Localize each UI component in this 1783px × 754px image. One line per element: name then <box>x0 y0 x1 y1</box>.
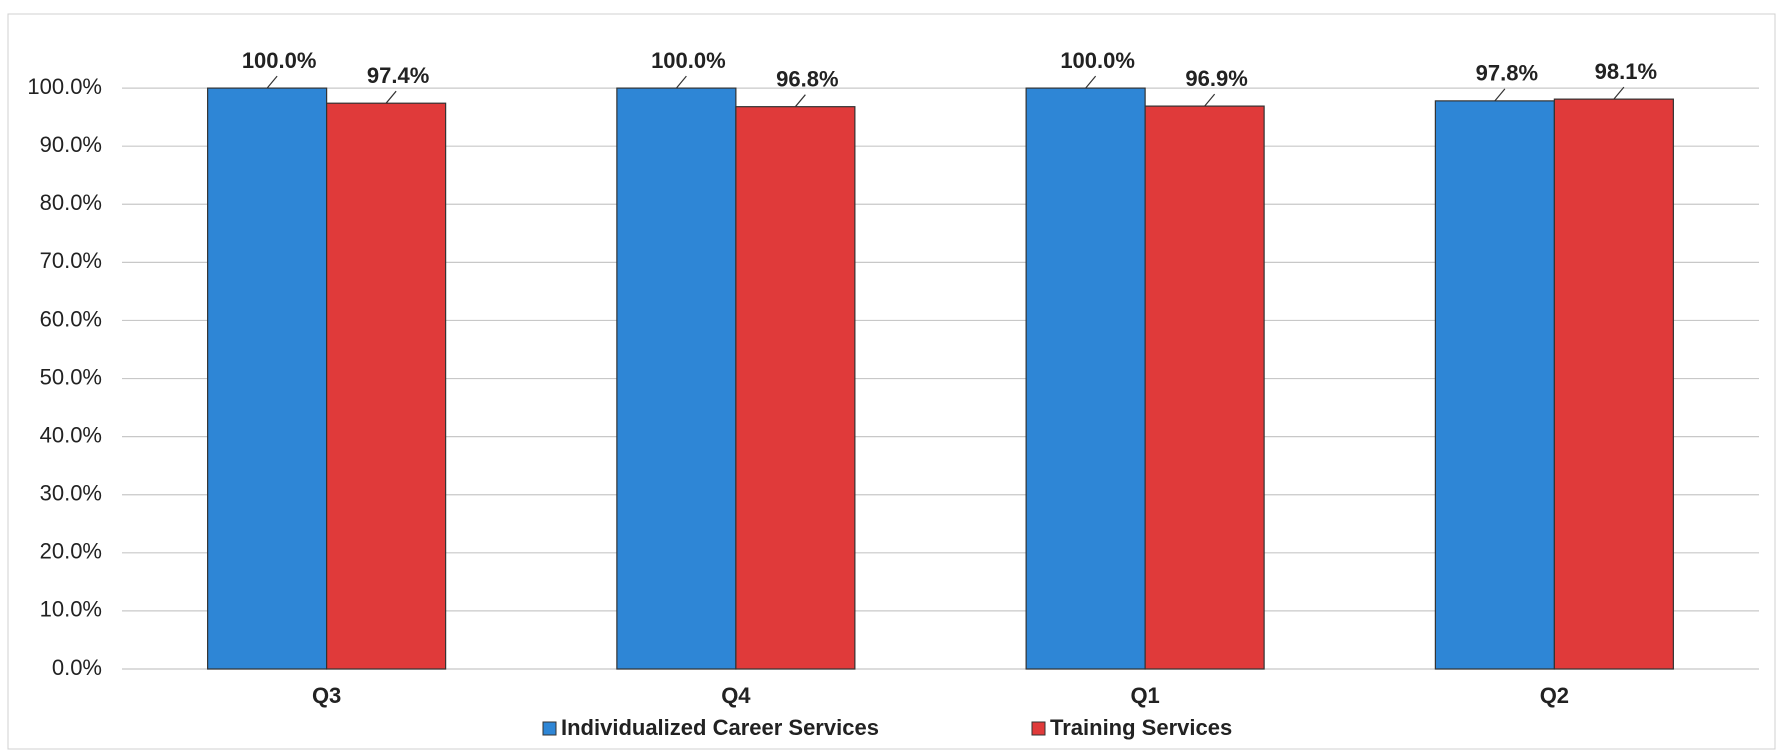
y-tick-label: 80.0% <box>40 190 102 215</box>
bar <box>207 87 328 670</box>
bar <box>616 87 737 670</box>
label-leader <box>794 94 806 108</box>
legend-label: Individualized Career Services <box>561 715 879 740</box>
bar <box>1025 87 1146 670</box>
y-tick-label: 40.0% <box>40 422 102 447</box>
label-leader <box>1613 86 1625 100</box>
y-tick-label: 50.0% <box>40 364 102 389</box>
chart-border <box>7 13 1776 750</box>
label-leader <box>675 75 687 89</box>
y-tick-label: 0.0% <box>52 655 102 680</box>
value-label: 96.9% <box>1185 66 1247 91</box>
y-tick-label: 30.0% <box>40 481 102 506</box>
value-label: 100.0% <box>651 48 726 73</box>
y-tick-label: 60.0% <box>40 306 102 331</box>
y-tick-label: 10.0% <box>40 597 102 622</box>
value-label: 96.8% <box>776 66 838 91</box>
label-leader <box>1085 75 1097 89</box>
value-label: 100.0% <box>242 48 317 73</box>
y-tick-label: 90.0% <box>40 132 102 157</box>
value-label: 97.8% <box>1476 61 1538 86</box>
label-leader <box>385 90 397 104</box>
label-leader <box>1204 93 1216 107</box>
x-tick-label: Q4 <box>721 683 751 708</box>
label-leader <box>266 75 278 89</box>
x-tick-label: Q2 <box>1540 683 1569 708</box>
label-leader <box>1494 88 1506 102</box>
x-tick-label: Q1 <box>1130 683 1159 708</box>
value-label: 97.4% <box>367 63 429 88</box>
legend-swatch <box>542 721 557 736</box>
y-tick-label: 20.0% <box>40 539 102 564</box>
x-tick-label: Q3 <box>312 683 341 708</box>
y-tick-label: 100.0% <box>27 74 102 99</box>
value-label: 100.0% <box>1060 48 1135 73</box>
legend-swatch <box>1031 721 1046 736</box>
bar <box>1144 105 1265 670</box>
value-label: 98.1% <box>1595 59 1657 84</box>
bar <box>1553 98 1674 670</box>
bar <box>735 106 856 670</box>
legend-label: Training Services <box>1050 715 1232 740</box>
y-tick-label: 70.0% <box>40 248 102 273</box>
bar <box>1434 100 1555 670</box>
bar <box>326 102 447 670</box>
